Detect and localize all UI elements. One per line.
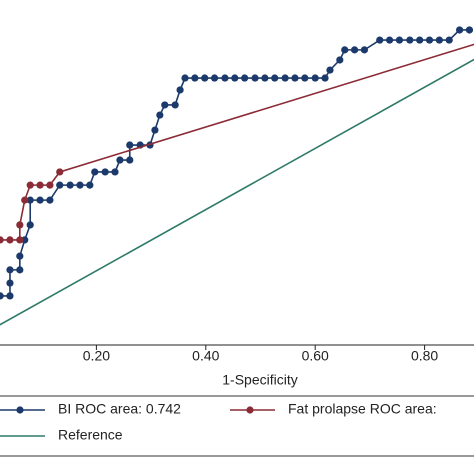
- point: [126, 141, 134, 149]
- x-tick-label: 0.20: [83, 348, 110, 364]
- point: [0, 292, 4, 300]
- point: [0, 236, 4, 244]
- point: [321, 74, 329, 82]
- plot-area: [0, 26, 474, 326]
- point: [435, 36, 443, 44]
- point: [46, 181, 54, 189]
- point: [16, 252, 24, 260]
- point: [171, 101, 179, 109]
- point: [385, 36, 394, 44]
- point: [326, 66, 334, 74]
- point: [16, 266, 24, 274]
- point: [291, 74, 299, 82]
- point: [176, 86, 184, 94]
- point: [416, 36, 424, 44]
- legend-marker: [246, 406, 254, 414]
- point: [360, 46, 369, 54]
- point: [36, 196, 44, 204]
- point: [21, 236, 29, 244]
- point: [36, 181, 44, 189]
- point: [66, 181, 74, 189]
- legend-items: BI ROC area: 0.742 Fat prolapse ROC area:…: [0, 401, 437, 443]
- point: [6, 266, 14, 274]
- point: [311, 74, 319, 82]
- point: [191, 74, 199, 82]
- series-line: [0, 43, 474, 241]
- point: [116, 156, 124, 164]
- point: [181, 74, 189, 82]
- point: [26, 196, 34, 204]
- point: [161, 101, 169, 109]
- point: [56, 168, 64, 176]
- point: [6, 292, 14, 300]
- point: [336, 56, 344, 64]
- x-axis-label: 1-Specificity: [222, 372, 297, 388]
- point: [126, 156, 134, 164]
- x-tick-label: 0.60: [302, 348, 329, 364]
- point: [86, 181, 94, 189]
- point: [271, 74, 279, 82]
- point: [231, 74, 239, 82]
- legend-marker: [16, 406, 24, 414]
- point: [456, 26, 464, 34]
- point: [6, 236, 14, 244]
- point: [281, 74, 289, 82]
- point: [56, 181, 64, 189]
- point: [241, 74, 249, 82]
- point: [465, 26, 474, 34]
- legend: [0, 395, 474, 457]
- point: [151, 126, 159, 134]
- x-tick-label: 0.80: [411, 348, 438, 364]
- point: [201, 74, 209, 82]
- point: [210, 74, 219, 82]
- point: [395, 36, 404, 44]
- point: [341, 46, 349, 54]
- point: [16, 236, 24, 244]
- point: [261, 74, 269, 82]
- point: [221, 74, 229, 82]
- point: [76, 181, 84, 189]
- point: [46, 196, 54, 204]
- point: [445, 36, 453, 44]
- point: [156, 111, 164, 119]
- series-line: [0, 29, 470, 297]
- point: [376, 36, 384, 44]
- point: [21, 196, 29, 204]
- x-tick-label: 0.40: [192, 348, 219, 364]
- legend-label: Fat prolapse ROC area:: [288, 401, 437, 417]
- point: [26, 181, 34, 189]
- point: [425, 36, 434, 44]
- point: [111, 168, 119, 176]
- point: [16, 221, 24, 229]
- point: [91, 168, 99, 176]
- point: [101, 168, 109, 176]
- point: [301, 74, 309, 82]
- point: [26, 221, 34, 229]
- point: [350, 46, 359, 54]
- legend-label: BI ROC area: 0.742: [58, 401, 181, 417]
- series-line: [0, 58, 474, 326]
- point: [6, 279, 14, 287]
- point: [251, 74, 259, 82]
- legend-label: Reference: [58, 427, 123, 443]
- point: [406, 36, 414, 44]
